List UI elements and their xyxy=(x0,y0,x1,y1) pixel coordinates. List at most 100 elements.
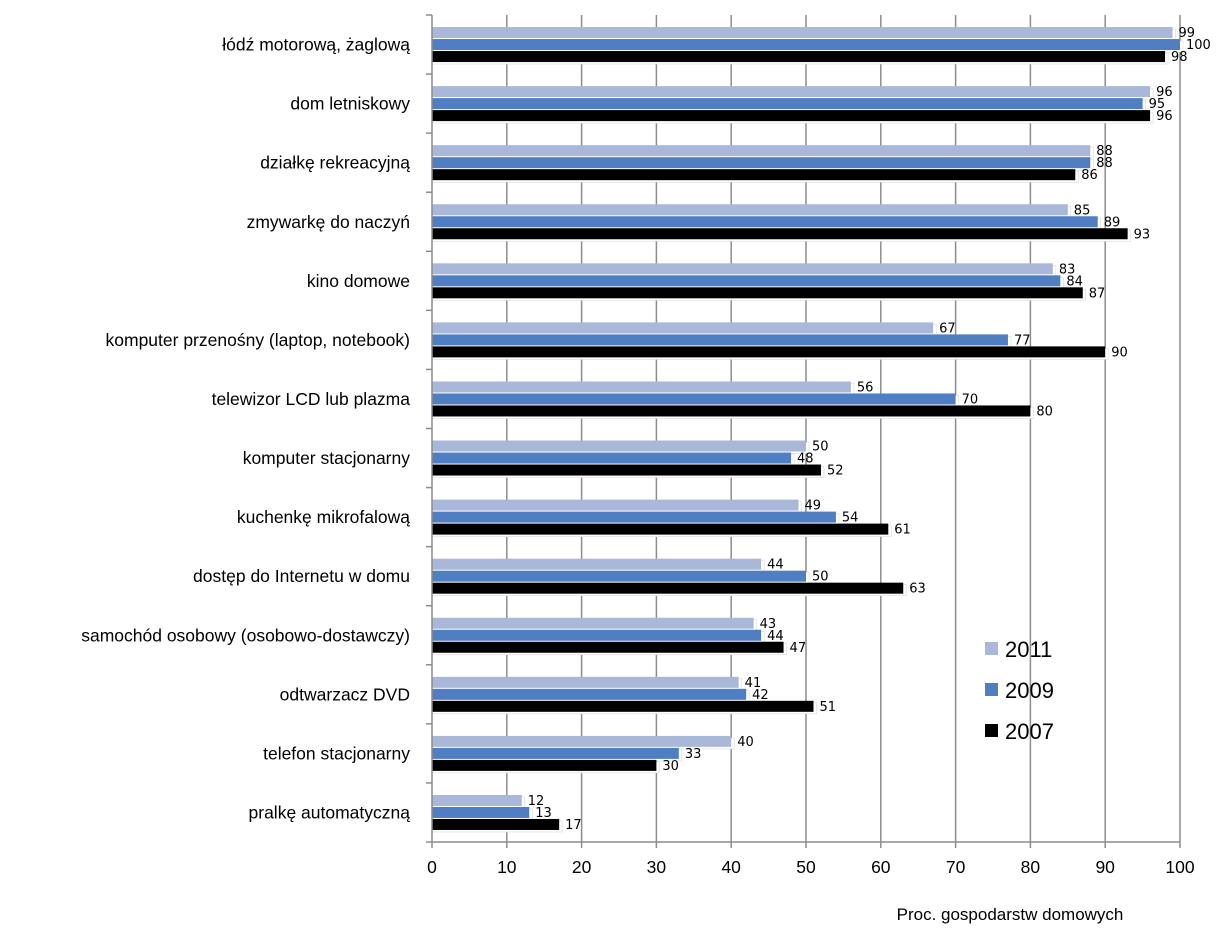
bar xyxy=(432,263,1053,275)
data-label: 44 xyxy=(767,629,784,644)
bar xyxy=(432,204,1068,216)
bar xyxy=(432,759,657,771)
bar xyxy=(432,735,732,747)
bar xyxy=(432,322,934,334)
legend: 2011 2009 2007 xyxy=(985,637,1054,744)
data-label: 63 xyxy=(909,582,926,597)
data-label: 88 xyxy=(1096,144,1113,159)
category-labels: łódź motorową, żaglową dom letniskowy dzia… xyxy=(81,35,410,823)
category-label: komputer stacjonarny xyxy=(243,448,411,468)
legend-label: 2011 xyxy=(1005,637,1052,662)
legend-swatch xyxy=(985,642,998,655)
bar xyxy=(432,228,1128,240)
bar xyxy=(432,346,1106,358)
x-tick-labels: 0 10 20 30 40 50 60 70 80 90 100 xyxy=(427,857,1195,877)
data-label: 52 xyxy=(827,464,844,479)
bar xyxy=(432,511,836,523)
bar xyxy=(432,27,1173,39)
legend-swatch xyxy=(985,683,998,696)
bar xyxy=(432,558,762,570)
grid-lines xyxy=(506,15,1181,842)
x-tick-label: 70 xyxy=(946,857,966,877)
data-label: 13 xyxy=(535,806,552,821)
category-label: dostęp do Internetu w domu xyxy=(193,566,410,586)
data-label: 88 xyxy=(1096,156,1113,171)
bar xyxy=(432,334,1008,346)
category-label: samochód osobowy (osobowo-dostawczy) xyxy=(81,625,410,645)
data-label: 42 xyxy=(752,688,769,703)
legend-swatch xyxy=(985,724,998,737)
bar xyxy=(432,499,799,511)
data-label: 51 xyxy=(819,700,836,715)
data-label: 90 xyxy=(1111,345,1128,360)
category-label: dom letniskowy xyxy=(290,94,410,114)
bar xyxy=(432,86,1151,98)
data-label: 70 xyxy=(962,392,979,407)
bar xyxy=(432,676,739,688)
data-label: 50 xyxy=(812,440,829,455)
data-label: 44 xyxy=(767,558,784,573)
data-label: 96 xyxy=(1156,109,1173,124)
data-label: 41 xyxy=(745,676,762,691)
data-label: 93 xyxy=(1134,227,1151,242)
x-tick-label: 80 xyxy=(1021,857,1041,877)
bar xyxy=(432,216,1098,228)
data-label: 61 xyxy=(894,523,911,538)
axes xyxy=(426,14,1181,848)
bar xyxy=(432,145,1091,157)
bar xyxy=(432,617,754,629)
bar xyxy=(432,806,530,818)
bar xyxy=(432,51,1166,63)
data-label: 83 xyxy=(1059,262,1076,277)
bar xyxy=(432,700,814,712)
data-labels: 9910098969596888886858993838487677790567… xyxy=(528,26,1211,833)
category-label: telefon stacjonarny xyxy=(263,743,410,763)
data-label: 33 xyxy=(685,747,702,762)
legend-label: 2007 xyxy=(1005,719,1054,744)
bar xyxy=(432,818,560,830)
bar xyxy=(432,452,792,464)
x-tick-label: 10 xyxy=(497,857,517,877)
x-tick-label: 0 xyxy=(427,857,437,877)
data-label: 12 xyxy=(528,794,545,809)
data-label: 80 xyxy=(1036,404,1053,419)
data-label: 40 xyxy=(737,735,754,750)
category-label: działkę rekreacyjną xyxy=(260,153,410,173)
legend-label: 2009 xyxy=(1005,678,1054,703)
data-label: 48 xyxy=(797,452,814,467)
data-label: 84 xyxy=(1066,274,1083,289)
data-label: 85 xyxy=(1074,203,1091,218)
data-label: 54 xyxy=(842,511,859,526)
bar xyxy=(432,110,1151,122)
category-label: kino domowe xyxy=(307,271,410,291)
bars xyxy=(431,27,1184,833)
bar xyxy=(432,440,806,452)
bar xyxy=(432,405,1031,417)
x-axis-label: Proc. gospodarstw domowych xyxy=(897,905,1124,924)
data-label: 86 xyxy=(1081,168,1098,183)
bar xyxy=(432,393,956,405)
category-label: zmywarkę do naczyń xyxy=(247,212,410,232)
category-label: pralkę automatyczną xyxy=(249,802,411,822)
bar xyxy=(432,570,806,582)
x-tick-label: 90 xyxy=(1095,857,1115,877)
data-label: 49 xyxy=(805,499,822,514)
x-tick-label: 40 xyxy=(721,857,741,877)
data-label: 87 xyxy=(1089,286,1106,301)
x-tick-label: 30 xyxy=(647,857,667,877)
data-label: 77 xyxy=(1014,333,1031,348)
bar xyxy=(432,688,747,700)
bar xyxy=(432,157,1091,169)
data-label: 43 xyxy=(760,617,777,632)
data-label: 99 xyxy=(1179,26,1196,41)
category-label: komputer przenośny (laptop, notebook) xyxy=(106,330,410,350)
x-tick-label: 60 xyxy=(871,857,891,877)
bar xyxy=(432,794,522,806)
data-label: 98 xyxy=(1171,50,1188,65)
bar xyxy=(432,98,1143,110)
bar xyxy=(432,582,904,594)
category-label: telewizor LCD lub plazma xyxy=(212,389,411,409)
data-label: 30 xyxy=(662,759,679,774)
bar xyxy=(432,523,889,535)
